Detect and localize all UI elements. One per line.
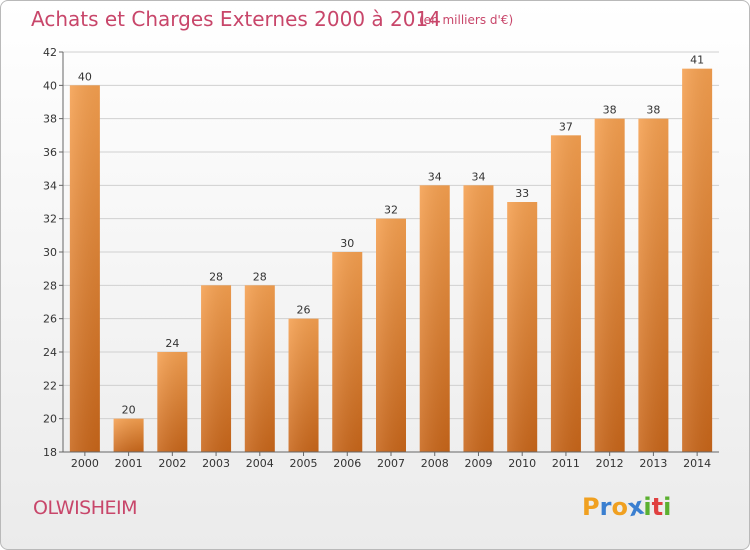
bar-shade	[157, 352, 188, 452]
bar-shade	[594, 118, 625, 453]
x-tick-label: 2003	[202, 457, 230, 470]
data-label: 28	[209, 270, 223, 283]
y-tick-label: 32	[43, 213, 57, 226]
bar-shade	[69, 85, 100, 452]
y-tick-label: 42	[43, 46, 57, 59]
y-tick-label: 26	[43, 313, 57, 326]
data-label: 34	[428, 170, 442, 183]
x-tick-label: 2010	[508, 457, 536, 470]
logo-letter: r	[599, 493, 612, 521]
x-tick-label: 2009	[464, 457, 492, 470]
x-tick-label: 2013	[639, 457, 667, 470]
x-tick-label: 2007	[377, 457, 405, 470]
x-tick-label: 2008	[421, 457, 449, 470]
bar-shade	[376, 218, 406, 452]
data-label: 24	[165, 337, 179, 350]
y-tick-label: 24	[43, 346, 57, 359]
data-label: 40	[78, 70, 92, 83]
x-tick-label: 2012	[596, 457, 624, 470]
data-label: 30	[340, 237, 354, 250]
x-tick-label: 2014	[683, 457, 711, 470]
bar-shade	[638, 118, 669, 453]
bar-shade	[113, 418, 144, 452]
x-tick-label: 2011	[552, 457, 580, 470]
data-label: 41	[690, 54, 704, 67]
bar-shade	[682, 68, 713, 453]
chart-unit: (en milliers d'€)	[419, 13, 514, 27]
axes: 18 20 22 24 26 28 30 32 34 36 38 40 42 2000 2001 2002 20…	[43, 46, 719, 470]
bar-shade	[507, 202, 538, 452]
data-label: 26	[297, 304, 311, 317]
logo-letter: i	[643, 493, 652, 521]
x-tick-label: 2002	[158, 457, 186, 470]
y-tick-label: 18	[43, 446, 57, 459]
x-tick-label: 2004	[246, 457, 274, 470]
logo-letter: t	[651, 493, 664, 521]
data-label: 37	[559, 120, 573, 133]
logo-letter: i	[663, 493, 672, 521]
bar-shade	[463, 185, 494, 453]
x-tick-label: 2006	[333, 457, 361, 470]
y-tick-label: 20	[43, 413, 57, 426]
x-tick-label: 2005	[290, 457, 318, 470]
data-label: 38	[603, 104, 617, 117]
bar-shade	[244, 285, 275, 452]
y-tick-label: 22	[43, 379, 57, 392]
proxiti-logo: Proxiti	[582, 492, 672, 523]
x-tick-label: 2001	[115, 457, 143, 470]
y-tick-label: 40	[43, 79, 57, 92]
y-tick-label: 28	[43, 279, 57, 292]
logo-letter: P	[582, 493, 600, 521]
y-tick-label: 34	[43, 179, 57, 192]
y-tick-label: 36	[43, 146, 57, 159]
bar-shade	[201, 285, 232, 452]
data-label: 38	[646, 104, 660, 117]
y-tick-label: 38	[43, 113, 57, 126]
data-label: 20	[122, 404, 136, 417]
chart-title: Achats et Charges Externes 2000 à 2014	[31, 7, 441, 31]
data-label: 28	[253, 270, 267, 283]
bar-shade	[550, 135, 581, 453]
bar-shade	[332, 252, 363, 452]
bar-shade	[419, 185, 450, 453]
data-label: 32	[384, 204, 398, 217]
y-tick-label: 30	[43, 246, 57, 259]
bar-shade	[288, 318, 319, 452]
data-label: 33	[515, 187, 529, 200]
bars: 40 20 24 28 28 26 30 32 34 34 33 37 38 38 41	[69, 54, 713, 453]
logo-letter: o	[611, 493, 628, 521]
place-name: OLWISHEIM	[33, 497, 138, 519]
data-label: 34	[471, 170, 485, 183]
x-tick-label: 2000	[71, 457, 99, 470]
